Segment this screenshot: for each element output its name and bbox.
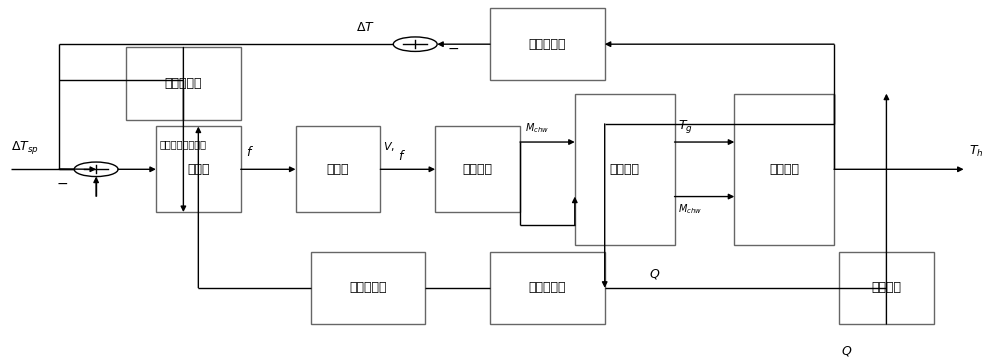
Text: $\Delta T$: $\Delta T$	[356, 21, 375, 34]
Bar	[490, 8, 605, 80]
Text: 冷冻水泵: 冷冻水泵	[463, 163, 493, 176]
Circle shape	[393, 37, 437, 51]
Bar	[839, 252, 934, 324]
Bar	[575, 94, 675, 245]
Bar	[156, 126, 241, 212]
Bar	[490, 252, 605, 324]
Text: 控制器: 控制器	[187, 163, 210, 176]
Text: 表冷器群: 表冷器群	[769, 163, 799, 176]
Circle shape	[74, 162, 118, 177]
Text: 前馈控制器: 前馈控制器	[349, 281, 387, 294]
Text: 温度传感器: 温度传感器	[529, 38, 566, 51]
Text: 末端负荷: 末端负荷	[871, 281, 901, 294]
Text: $f$: $f$	[398, 149, 406, 163]
Bar	[734, 94, 834, 245]
Text: 压差传感器: 压差传感器	[165, 77, 202, 90]
Text: 变频器: 变频器	[327, 163, 349, 176]
Text: $M_{chw}$: $M_{chw}$	[525, 122, 549, 135]
Bar	[126, 47, 241, 120]
Bar	[296, 126, 380, 212]
Text: $-$: $-$	[56, 175, 68, 190]
Text: $M_{chw}$: $M_{chw}$	[678, 202, 702, 216]
Text: $Q$: $Q$	[649, 267, 660, 281]
Text: $T_g$: $T_g$	[678, 119, 692, 135]
Text: 温度传感器: 温度传感器	[529, 281, 566, 294]
Text: 冷水机组: 冷水机组	[610, 163, 640, 176]
Bar	[435, 126, 520, 212]
Text: $Q$: $Q$	[841, 344, 852, 357]
Text: $-$: $-$	[447, 40, 459, 55]
Text: $\Delta T_{sp}$: $\Delta T_{sp}$	[11, 139, 39, 156]
Text: $f$: $f$	[246, 145, 254, 160]
Text: 冷冻水供回水压差: 冷冻水供回水压差	[160, 140, 207, 150]
Bar	[311, 252, 425, 324]
Text: $V,$: $V,$	[383, 140, 395, 153]
Text: $T_h$: $T_h$	[969, 144, 983, 160]
